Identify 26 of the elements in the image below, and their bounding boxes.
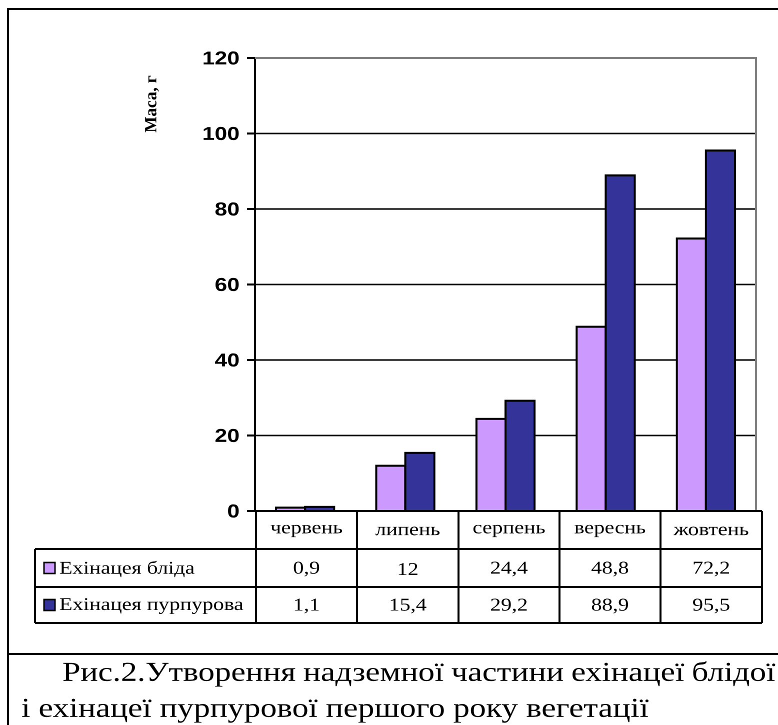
legend-label: Ехінацея пурпурова xyxy=(60,598,244,614)
data-label: 29,2 xyxy=(491,598,527,614)
x-tick-label: серпень xyxy=(473,524,545,538)
x-tick-label: липень xyxy=(376,526,440,536)
data-label: 15,4 xyxy=(390,598,426,614)
y-tick-label: 120 xyxy=(204,51,239,65)
y-tick-label: 80 xyxy=(215,202,239,216)
y-tick-label: 100 xyxy=(204,126,239,140)
y-axis-title: Маса, г xyxy=(145,76,159,132)
legend-label: Ехінацея бліда xyxy=(60,560,194,578)
y-tick-label: 40 xyxy=(215,353,239,367)
x-tick-label: червень xyxy=(270,524,342,538)
data-label: 72,2 xyxy=(694,562,729,576)
y-tick-label: 20 xyxy=(215,428,239,442)
y-tick-label: 0 xyxy=(228,504,239,518)
data-label: 1,1 xyxy=(294,598,319,614)
data-label: 0,9 xyxy=(294,562,320,576)
data-label: 12 xyxy=(398,563,418,575)
x-tick-label: жовтень xyxy=(674,526,748,536)
data-label: 48,8 xyxy=(592,562,628,576)
data-label: 88,9 xyxy=(592,598,628,614)
data-label: 24,4 xyxy=(491,562,528,576)
data-label: 95,5 xyxy=(693,598,730,614)
y-tick-label: 60 xyxy=(216,278,239,292)
text: Рис.2.Утворення надземної частини ехінацеї блідої і ехінацеї пурпурової першого року вегетації xyxy=(22,661,776,723)
x-tick-label: вереснь xyxy=(574,524,646,538)
